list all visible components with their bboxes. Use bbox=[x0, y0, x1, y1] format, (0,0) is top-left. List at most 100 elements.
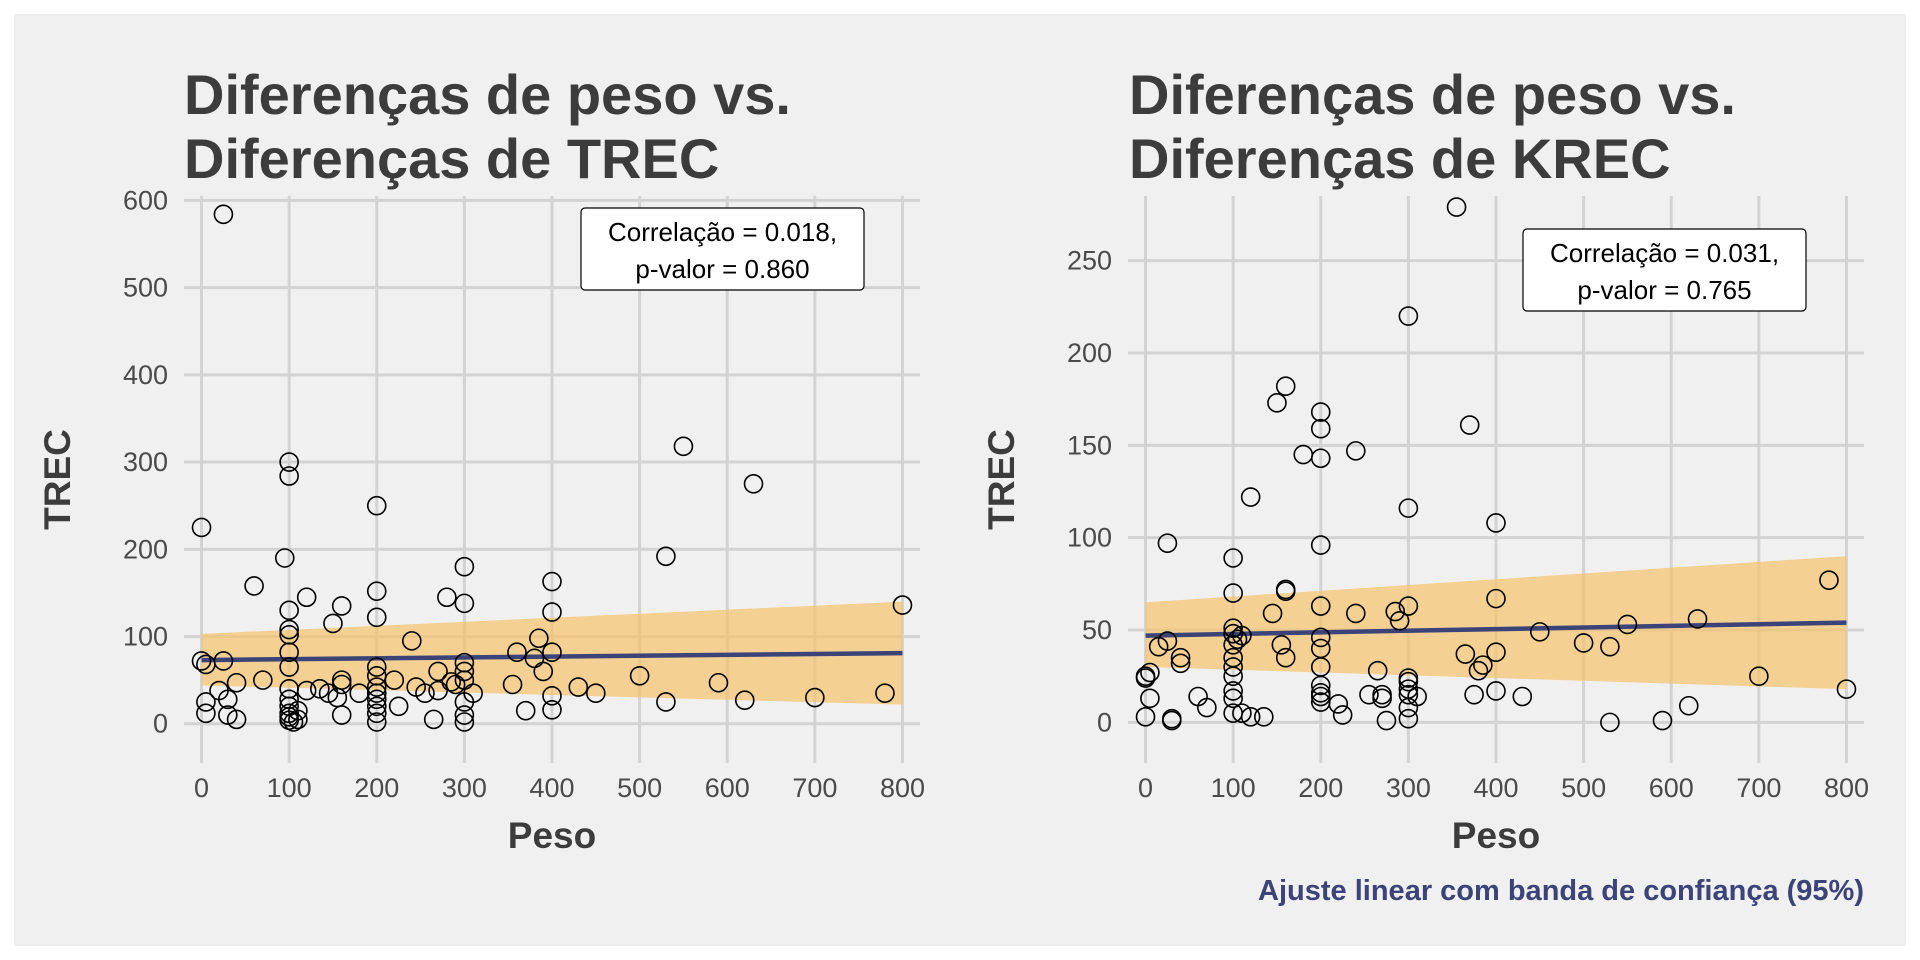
chart2-data-point bbox=[1293, 444, 1314, 465]
chart2-data-point bbox=[1486, 588, 1506, 609]
chart2-x-tick-label: 300 bbox=[1386, 773, 1431, 803]
chart2-y-tick-label: 0 bbox=[1097, 707, 1112, 737]
chart2-data-point bbox=[1819, 570, 1839, 590]
chart2-data-point bbox=[1530, 622, 1550, 642]
chart2-x-tick-label: 100 bbox=[1211, 773, 1256, 803]
chart2-data-point bbox=[1310, 448, 1331, 469]
chart1-data-point bbox=[213, 651, 234, 671]
chart1-data-point bbox=[279, 452, 299, 472]
chart2-data-point bbox=[1271, 634, 1292, 655]
chart2-data-point bbox=[1446, 197, 1467, 217]
chart2-data-point bbox=[1254, 707, 1274, 727]
chart2-data-point bbox=[1600, 636, 1620, 657]
chart1-correlation-text: Correlação = 0.018, bbox=[608, 217, 837, 247]
chart1-data-point bbox=[279, 657, 299, 677]
chart1-x-tick-label: 800 bbox=[880, 773, 925, 803]
chart1-data-point bbox=[384, 670, 405, 690]
chart1-data-point bbox=[463, 683, 483, 704]
chart1-data-point bbox=[288, 709, 308, 730]
chart2-data-point bbox=[1464, 684, 1484, 705]
chart2-title-line-2: Diferenças de KREC bbox=[1129, 127, 1671, 190]
chart1-data-point bbox=[274, 548, 295, 568]
chart1-data-point bbox=[454, 556, 475, 577]
chart2-data-point bbox=[1170, 653, 1191, 674]
chart1-data-point bbox=[515, 700, 536, 721]
chart2-data-point bbox=[1473, 655, 1493, 675]
chart1-y-tick-label: 500 bbox=[123, 273, 168, 303]
chart1-y-tick-label: 200 bbox=[123, 534, 168, 564]
chart1-data-point bbox=[437, 587, 457, 608]
chart1-data-point bbox=[441, 672, 462, 692]
chart2-confidence-band bbox=[1145, 556, 1847, 690]
chart1-data-point bbox=[629, 665, 650, 686]
chart2-data-point bbox=[1617, 614, 1638, 635]
chart1-data-point bbox=[366, 581, 387, 601]
chart2-data-point bbox=[1223, 623, 1243, 644]
chart1-y-tick-label: 600 bbox=[123, 185, 168, 215]
chart1-data-point bbox=[218, 705, 238, 725]
chart1-x-tick-label: 0 bbox=[194, 773, 209, 803]
chart1-fit-line bbox=[201, 650, 903, 663]
chart1-data-point bbox=[191, 517, 212, 538]
chart1-data-point bbox=[366, 607, 387, 628]
chart2-data-point bbox=[1687, 609, 1708, 629]
chart1-x-tick-label: 700 bbox=[792, 773, 837, 803]
chart1-x-tick-label: 300 bbox=[442, 773, 487, 803]
chart2-data-point bbox=[1385, 601, 1406, 622]
chart2-data-point bbox=[1398, 498, 1419, 518]
chart1-data-point bbox=[296, 680, 317, 701]
chart1-data-point bbox=[454, 705, 475, 725]
chart2-data-point bbox=[1310, 535, 1331, 555]
chart2-data-point bbox=[1275, 581, 1296, 602]
chart2-y-tick-label: 250 bbox=[1067, 246, 1112, 276]
chart2-data-point bbox=[1135, 668, 1156, 688]
chart2-data-point bbox=[1398, 596, 1419, 616]
chart2-data-point bbox=[1372, 684, 1392, 705]
chart1-data-point bbox=[331, 596, 352, 616]
chart2-data-point bbox=[1600, 712, 1620, 733]
chart2-data-point bbox=[1157, 631, 1178, 651]
chart1-data-point bbox=[568, 677, 589, 697]
chart2-fit-line bbox=[1145, 620, 1847, 638]
chart2-data-point bbox=[1188, 686, 1208, 707]
chart2-data-point bbox=[1359, 684, 1379, 705]
chart2-data-point bbox=[1232, 625, 1252, 646]
chart1-data-point bbox=[708, 672, 729, 693]
chart2-x-tick-label: 800 bbox=[1824, 773, 1869, 803]
chart2-data-point bbox=[1486, 642, 1506, 662]
chart2-data-point bbox=[1398, 671, 1419, 692]
chart1-x-tick-label: 200 bbox=[354, 773, 399, 803]
chart2-data-point bbox=[1310, 596, 1331, 616]
chart2-data-point bbox=[1223, 681, 1243, 701]
chart1-data-point bbox=[507, 642, 527, 663]
chart2-x-tick-label: 0 bbox=[1138, 773, 1153, 803]
chart1-data-point bbox=[191, 651, 212, 671]
chart2-data-point bbox=[1223, 548, 1243, 568]
chart1-data-point bbox=[366, 677, 387, 697]
chart2-data-point bbox=[1240, 487, 1261, 507]
chart1-data-point bbox=[428, 661, 448, 682]
chart1-y-tick-label: 400 bbox=[123, 360, 168, 390]
chart1-data-point bbox=[743, 474, 764, 494]
chart2-data-point bbox=[1836, 679, 1857, 699]
chart2-data-point bbox=[1367, 660, 1388, 681]
chart1-data-point bbox=[331, 705, 352, 725]
figure-background: 0 100 200 300 400 500 600 700 800 0 100 200 300 400 50… bbox=[14, 14, 1906, 946]
chart1-data-point bbox=[454, 661, 475, 682]
chart1-data-point bbox=[529, 628, 549, 649]
chart1-data-point bbox=[454, 712, 475, 732]
chart2-data-point bbox=[1372, 688, 1392, 709]
chart2-data-point bbox=[1459, 415, 1480, 435]
chart2-data-point bbox=[1512, 686, 1533, 707]
chart2-data-point bbox=[1486, 513, 1506, 533]
chart2-data-point bbox=[1468, 660, 1489, 681]
chart2-data-point bbox=[1197, 697, 1217, 718]
chart1-data-point bbox=[415, 683, 435, 704]
chart2-data-point bbox=[1135, 707, 1156, 727]
chart1-y-tick-label: 300 bbox=[123, 447, 168, 477]
chart2-data-point bbox=[1332, 705, 1353, 725]
chart1-data-point bbox=[331, 670, 352, 690]
chart2-y-tick-label: 150 bbox=[1067, 430, 1112, 460]
chart1-data-point bbox=[218, 689, 238, 710]
chart1-data-point bbox=[388, 696, 409, 717]
